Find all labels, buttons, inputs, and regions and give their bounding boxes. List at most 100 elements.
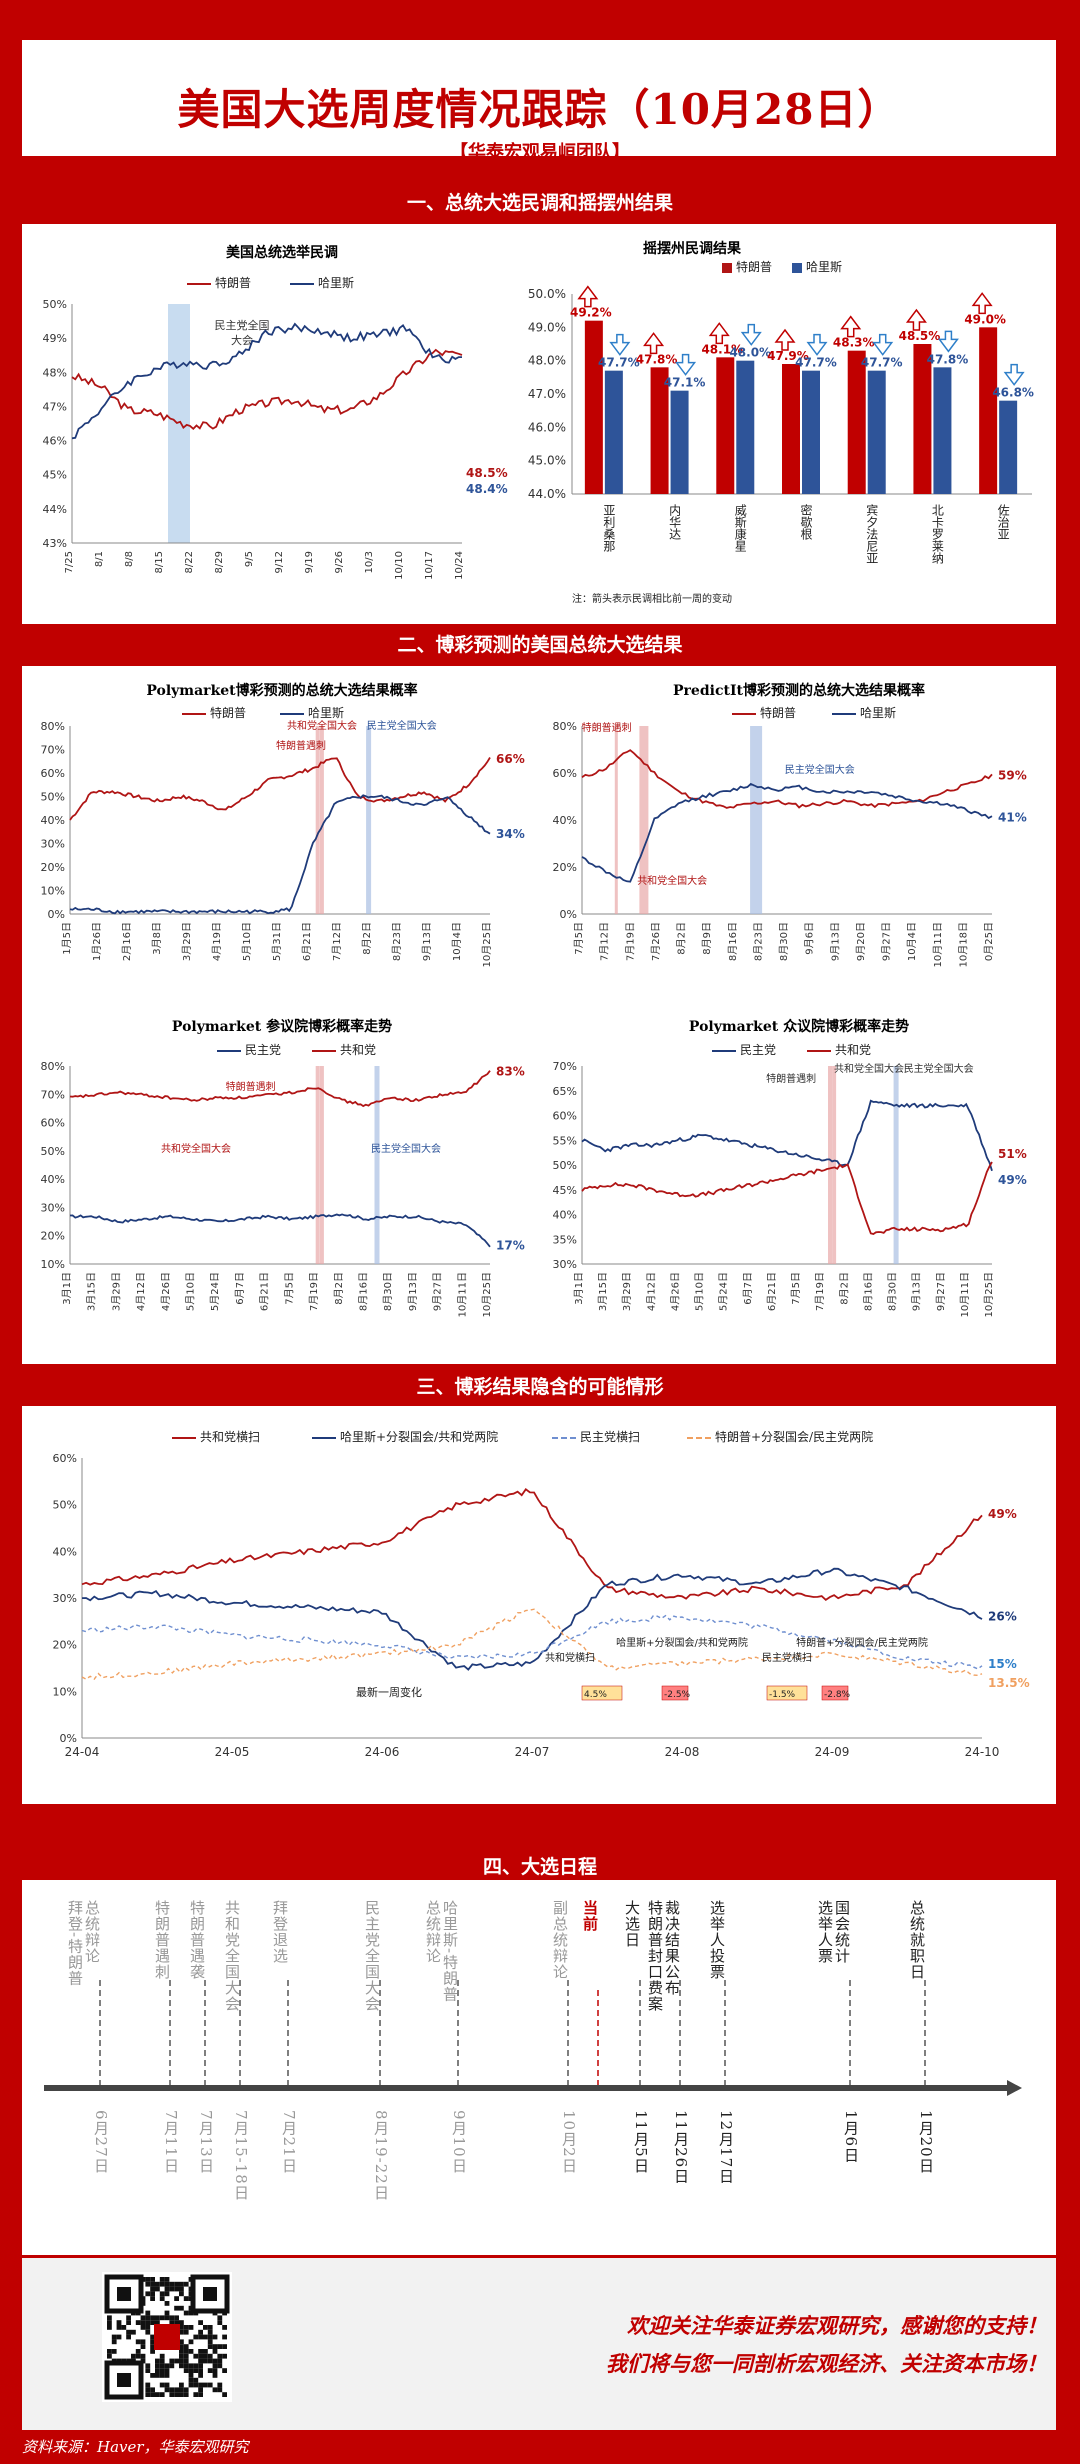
swing-bar-harris [999, 400, 1018, 494]
pi-pres-x-tick: 7月19日 [624, 922, 636, 961]
scen-legend-3: 民主党横扫 [552, 1428, 640, 1445]
qr-module [207, 2358, 213, 2364]
qr-module [179, 2291, 184, 2297]
qr-module [145, 2310, 151, 2316]
swing-title: 摇摆州民调结果 [643, 241, 741, 257]
scen-change-caption: 哈里斯+分裂国会/共和党两院 [616, 1636, 748, 1649]
qr-module [207, 2334, 213, 2340]
qr-module [217, 2353, 223, 2359]
qr-module [198, 2349, 203, 2354]
qr-module [131, 2353, 136, 2359]
qr-module [188, 2377, 194, 2383]
swing-arrow-icon [1003, 363, 1025, 386]
qr-module [140, 2339, 146, 2345]
pm-house-x-tick: 4月12日 [645, 1272, 657, 1311]
pm-senate-x-tick: 6月7日 [234, 1272, 246, 1305]
qr-module [179, 2325, 184, 2330]
qr-module [150, 2334, 155, 2340]
timeline-event: 总统辩论 [83, 1900, 101, 1964]
pm-senate-y-tick: 70% [41, 1088, 65, 1101]
pi-pres-x-tick: 8月30日 [778, 922, 790, 961]
timeline-date: 1月20日 [917, 2110, 935, 2174]
timeline-event: 选举人票 [816, 1900, 834, 1964]
qr-module [164, 2310, 170, 2316]
scen-x-tick: 24-08 [665, 1745, 700, 1759]
pm-house-x-tick: 5月10日 [694, 1272, 706, 1311]
poll-dnc-band [168, 304, 190, 543]
qr-module [145, 2320, 151, 2325]
qr-module [198, 2353, 203, 2359]
scen-end-label: 15% [988, 1657, 1017, 1671]
qr-module [203, 2358, 208, 2364]
poll-x-tick: 8/8 [124, 551, 135, 567]
pm-senate-x-tick: 7月5日 [283, 1272, 295, 1305]
qr-module [140, 2353, 146, 2359]
qr-module [217, 2315, 223, 2321]
qr-module [174, 2320, 179, 2325]
qr-module [203, 2353, 208, 2359]
qr-module [193, 2368, 199, 2373]
swing-bar-trump [716, 357, 735, 494]
qr-module [116, 2334, 122, 2340]
swing-note: 注：箭头表示民调相比前一周的变动 [572, 592, 732, 605]
pm-senate-x-tick: 9月13日 [407, 1272, 419, 1311]
pm-house-chart: 70% 65% 60% 55% 50% 45% 40% 35% 30%3月1日 3月15日 3月29… [553, 1060, 1027, 1317]
pm-senate-x-tick: 5月24日 [209, 1272, 221, 1311]
timeline-arrow-icon [1007, 2080, 1022, 2096]
qr-module [155, 2286, 160, 2292]
qr-module [174, 2392, 179, 2397]
pm-house-y-tick: 65% [553, 1085, 577, 1098]
timeline-event: 裁决结果公布 [663, 1900, 681, 1996]
swing-bar-trump [847, 350, 866, 494]
qr-module [222, 2344, 227, 2349]
qr-module [164, 2382, 170, 2388]
pm-house-x-tick: 6月21日 [766, 1272, 778, 1311]
qr-module [159, 2382, 165, 2388]
pi-pres-x-tick: 7月12日 [599, 922, 611, 961]
qr-module [188, 2373, 194, 2378]
pi-pres-x-tick: 9月20日 [855, 922, 867, 961]
qr-module [145, 2363, 151, 2369]
swing-label-trump: 47.9% [767, 349, 809, 363]
qr-module [203, 2325, 208, 2330]
qr-module [188, 2382, 194, 2388]
pm-pres-x-tick: 9月13日 [421, 922, 433, 961]
swing-legend-harris: 哈里斯 [792, 258, 842, 275]
qr-module [198, 2373, 203, 2378]
timeline-date: 6月27日 [92, 2110, 110, 2174]
qr-module [145, 2315, 151, 2321]
qr-module [183, 2363, 189, 2369]
qr-module [179, 2344, 184, 2349]
pi-pres-event-label: 共和党全国大会 [637, 874, 707, 887]
pi-pres-x-tick: 10月18日 [957, 922, 969, 967]
qr-module [111, 2339, 117, 2345]
qr-module [207, 2325, 213, 2330]
pm-house-series-1 [581, 1099, 993, 1172]
pm-senate-legend-dem: 民主党 [217, 1041, 281, 1058]
pi-pres-end-label: 41% [998, 811, 1027, 825]
qr-module [174, 2286, 179, 2292]
pm-house-x-tick: 3月15日 [597, 1272, 609, 1311]
timeline-event: 大选日 [623, 1900, 641, 1948]
pm-house-x-tick: 3月29日 [621, 1272, 633, 1311]
timeline-event: 特朗普遇刺 [153, 1900, 171, 1980]
qr-module [188, 2349, 194, 2354]
timeline-date: 9月10日 [450, 2110, 468, 2174]
pm-senate-event-band [374, 1066, 380, 1264]
scen-change-bar [766, 1685, 808, 1701]
pm-pres-y-tick: 70% [41, 744, 65, 757]
qr-module [145, 2382, 151, 2388]
qr-logo-icon [154, 2324, 180, 2350]
pm-pres-event-band [315, 726, 320, 914]
qr-module [150, 2387, 155, 2393]
qr-code-icon[interactable] [102, 2272, 232, 2402]
poll-x-tick: 9/5 [244, 551, 255, 567]
pm-pres-y-tick: 20% [41, 861, 65, 874]
qr-module [179, 2387, 184, 2393]
swing-bar-trump [979, 327, 998, 494]
swing-y-tick: 46.0% [528, 420, 566, 434]
betting-panel: Polymarket博彩预测的总统大选结果概率 特朗普 哈里斯 80% 70% 60… [22, 666, 1056, 1364]
qr-module [217, 2363, 223, 2369]
pm-senate-x-tick: 3月15日 [86, 1272, 98, 1311]
qr-module [164, 2373, 170, 2378]
